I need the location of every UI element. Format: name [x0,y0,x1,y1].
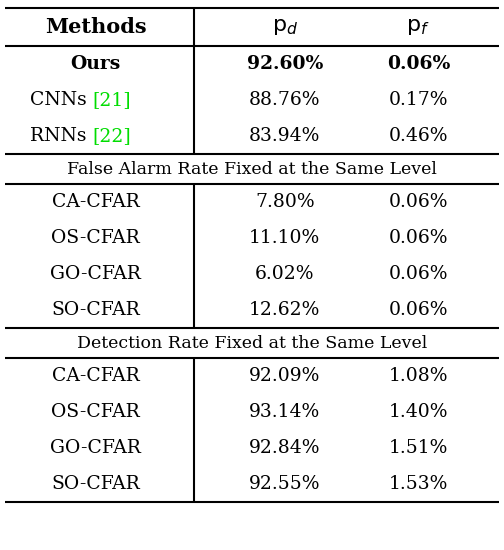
Text: Ours: Ours [71,55,121,73]
Text: SO-CFAR: SO-CFAR [51,475,140,493]
Text: CA-CFAR: CA-CFAR [52,367,140,385]
Text: False Alarm Rate Fixed at the Same Level: False Alarm Rate Fixed at the Same Level [67,161,437,178]
Text: 0.46%: 0.46% [389,127,448,145]
Text: 92.09%: 92.09% [249,367,321,385]
Text: 1.40%: 1.40% [389,403,448,421]
Text: 88.76%: 88.76% [249,91,321,109]
Text: 93.14%: 93.14% [249,403,321,421]
Text: 0.06%: 0.06% [389,301,448,319]
Text: SO-CFAR: SO-CFAR [51,301,140,319]
Text: 7.80%: 7.80% [255,193,314,211]
Text: 0.06%: 0.06% [387,55,450,73]
Text: 92.55%: 92.55% [249,475,321,493]
Text: CNNs: CNNs [30,91,93,109]
Text: $\rm p_{\it d}$: $\rm p_{\it d}$ [272,17,298,37]
Text: OS-CFAR: OS-CFAR [51,403,140,421]
Text: 83.94%: 83.94% [249,127,321,145]
Text: CNNs [21]: CNNs [21] [45,91,147,109]
Text: 92.84%: 92.84% [249,439,321,457]
Text: 1.53%: 1.53% [389,475,448,493]
Text: GO-CFAR: GO-CFAR [50,265,141,283]
Text: 1.08%: 1.08% [389,367,448,385]
Text: 12.62%: 12.62% [249,301,321,319]
Text: RNNs [22]: RNNs [22] [45,127,146,145]
Text: 0.06%: 0.06% [389,193,448,211]
Text: [22]: [22] [93,127,132,145]
Text: 0.06%: 0.06% [389,229,448,247]
Text: CA-CFAR: CA-CFAR [52,193,140,211]
Text: [21]: [21] [93,91,132,109]
Text: RNNs: RNNs [30,127,93,145]
Text: 6.02%: 6.02% [255,265,314,283]
Text: 0.17%: 0.17% [389,91,448,109]
Text: 1.51%: 1.51% [389,439,448,457]
Text: 92.60%: 92.60% [246,55,323,73]
Text: 0.06%: 0.06% [389,265,448,283]
Text: Methods: Methods [45,17,147,37]
Text: 11.10%: 11.10% [249,229,321,247]
Text: OS-CFAR: OS-CFAR [51,229,140,247]
Text: $\rm p_{\it f}$: $\rm p_{\it f}$ [406,17,430,37]
Text: GO-CFAR: GO-CFAR [50,439,141,457]
Text: Detection Rate Fixed at the Same Level: Detection Rate Fixed at the Same Level [77,334,427,351]
